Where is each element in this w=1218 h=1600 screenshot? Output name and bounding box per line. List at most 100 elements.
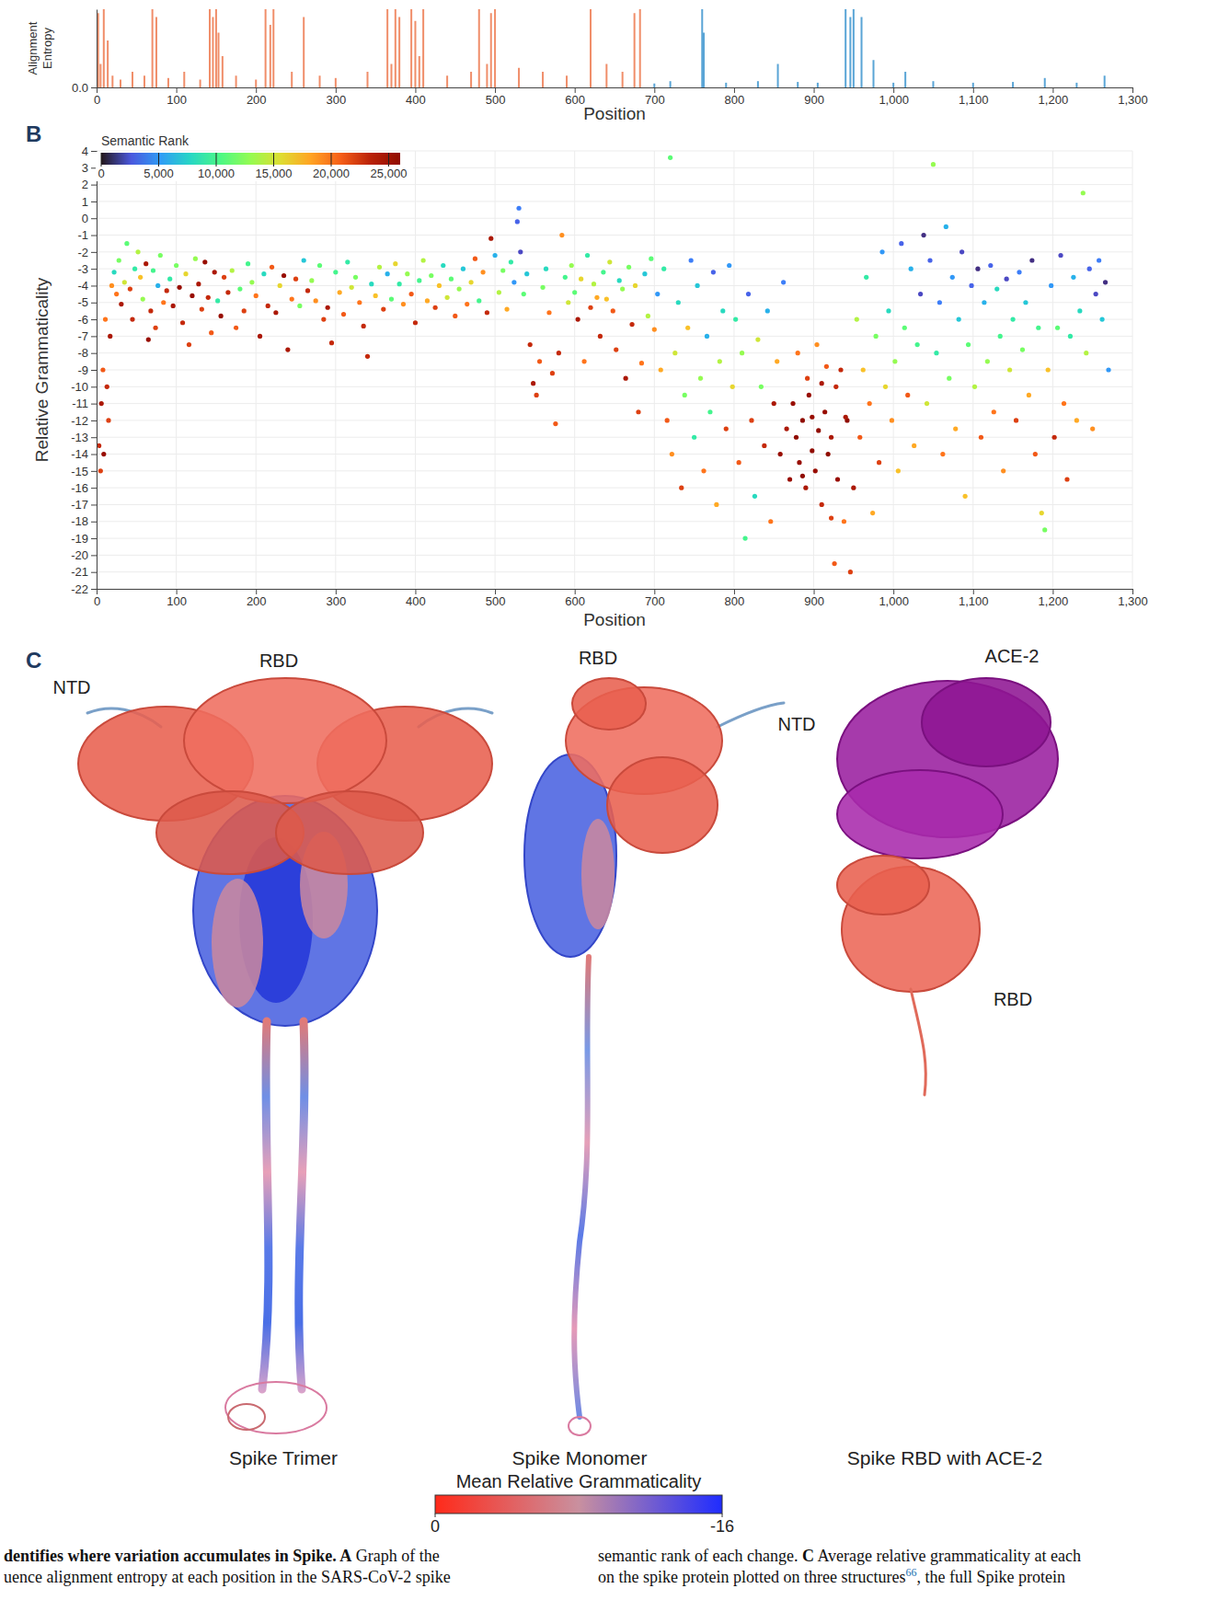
grid-line: [255, 150, 257, 589]
bar: [143, 75, 146, 88]
point: [654, 291, 660, 297]
bar: [485, 64, 488, 89]
point: [421, 257, 426, 263]
tick: -6: [77, 312, 97, 327]
point: [610, 308, 616, 313]
tick-label: -3: [77, 262, 89, 276]
point: [1042, 527, 1047, 532]
bar: [272, 9, 275, 88]
tick-mark: [176, 588, 178, 595]
tick: 300: [325, 588, 346, 609]
structure-label: RBD: [259, 650, 299, 671]
point: [841, 518, 847, 524]
point: [511, 279, 517, 285]
point: [528, 342, 533, 347]
point: [978, 435, 984, 440]
tick-mark: [893, 588, 895, 595]
point: [98, 468, 104, 473]
tick: 1,200: [1038, 87, 1069, 107]
point: [155, 283, 161, 288]
point: [892, 358, 897, 364]
bar: [386, 9, 389, 88]
point: [413, 320, 418, 325]
bar: [633, 12, 636, 88]
point: [908, 266, 914, 272]
point: [883, 384, 888, 390]
point: [385, 271, 391, 276]
structure-shape: [837, 769, 1003, 859]
point: [100, 367, 105, 372]
point: [730, 384, 736, 390]
point: [301, 257, 307, 263]
point: [790, 401, 795, 406]
point: [269, 264, 275, 270]
grid-line: [96, 369, 1133, 371]
point: [981, 299, 987, 305]
point: [377, 264, 382, 270]
point: [873, 333, 878, 339]
point: [349, 285, 355, 290]
point: [911, 443, 917, 449]
point: [597, 333, 603, 339]
tick-mark: [91, 285, 97, 287]
tick: 4: [81, 144, 97, 159]
tick-label: 400: [405, 92, 426, 107]
point: [1055, 325, 1060, 331]
point: [517, 249, 523, 254]
tick-mark: [91, 436, 97, 438]
grid-line: [654, 150, 655, 589]
point: [930, 161, 936, 167]
bar: [218, 33, 220, 89]
tick-label: 900: [804, 92, 825, 107]
point: [843, 414, 849, 420]
point: [950, 275, 955, 280]
structure-shape: [921, 677, 1051, 767]
point: [1016, 269, 1022, 275]
tick-mark: [91, 87, 97, 89]
figure: 01002003004005006007008009001,0001,1001,…: [0, 0, 1218, 1600]
point: [652, 326, 657, 332]
point: [392, 261, 398, 266]
structure-caption: Spike Trimer: [229, 1447, 338, 1469]
point: [902, 325, 908, 331]
point: [116, 257, 122, 263]
point: [774, 358, 780, 364]
grid-line: [175, 150, 177, 589]
structure-label: ACE-2: [985, 645, 1040, 667]
point: [160, 299, 166, 305]
bar: [724, 82, 727, 88]
tick-label: -4: [77, 278, 89, 293]
bar: [541, 71, 544, 88]
point: [297, 303, 302, 309]
tick: 1,000: [878, 87, 909, 107]
point: [943, 224, 949, 230]
point: [309, 277, 314, 283]
point: [180, 320, 185, 325]
bar: [390, 64, 392, 89]
tick-label: 600: [564, 594, 586, 609]
x-axis-title: Position: [583, 609, 646, 630]
tick-label: -18: [70, 514, 89, 529]
tick-label: 1,300: [1117, 92, 1149, 107]
point: [968, 283, 974, 288]
point: [694, 283, 700, 288]
point: [428, 273, 434, 278]
bar: [892, 82, 895, 88]
point: [221, 275, 227, 280]
point: [1077, 308, 1082, 313]
point: [985, 358, 990, 364]
tick-label: -14: [70, 447, 89, 461]
point: [809, 414, 815, 420]
point: [317, 263, 322, 268]
tick-mark: [814, 588, 816, 595]
grid-line: [1132, 150, 1134, 589]
point: [1103, 279, 1108, 285]
colorbar-title: Semantic Rank: [101, 133, 190, 149]
point: [1080, 190, 1086, 196]
tick: 100: [166, 588, 187, 609]
grid-line: [494, 150, 496, 589]
tick-mark: [654, 87, 655, 93]
point: [863, 275, 869, 280]
bar: [221, 56, 224, 88]
point: [661, 266, 667, 272]
